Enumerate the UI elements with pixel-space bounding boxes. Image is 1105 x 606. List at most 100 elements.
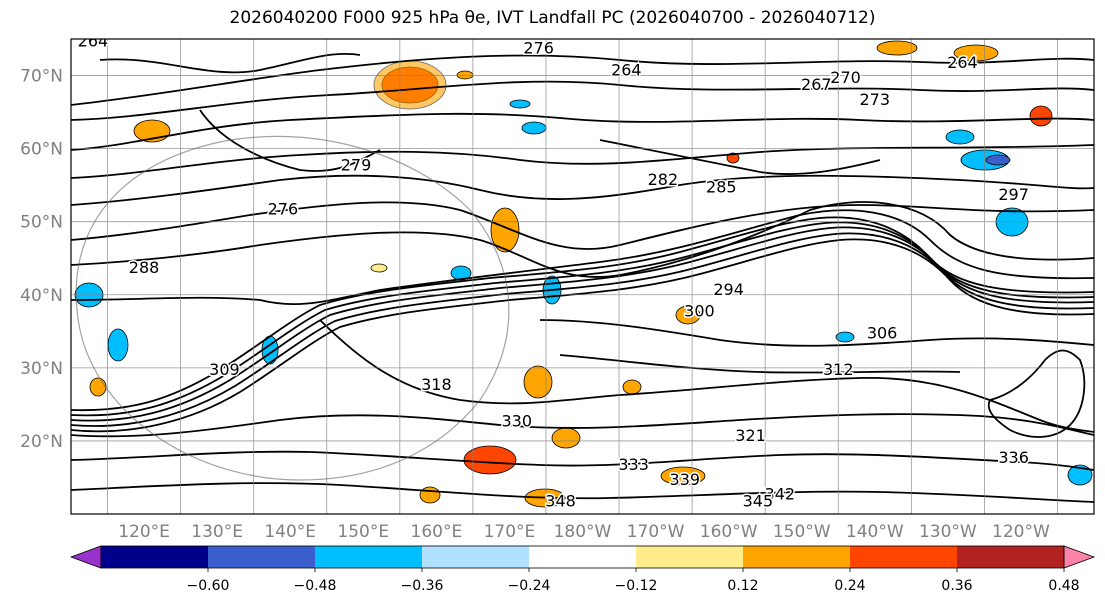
colorbar-bin	[850, 546, 957, 568]
contour-label: 336	[998, 448, 1029, 467]
contour-label: 264	[611, 61, 642, 80]
contour-label: 309	[209, 360, 240, 379]
colorbar-bin	[743, 546, 850, 568]
longitude-label: 150°E	[337, 522, 389, 542]
contour-label: 285	[706, 177, 737, 196]
contour-label: 333	[618, 455, 649, 474]
shade-blob-blue	[945, 129, 975, 145]
shade-blob-blue	[107, 328, 129, 362]
contour-line	[71, 413, 1094, 438]
contour-label: 294	[713, 280, 744, 299]
contour-label: 267	[801, 75, 832, 94]
longitude-label: 140°E	[264, 522, 316, 542]
colorbar-bin	[529, 546, 636, 568]
contour-label: 276	[268, 199, 299, 218]
contour-label: 318	[421, 375, 452, 394]
latitude-labels: 70°N 60°N 50°N 40°N 30°N 20°N	[20, 67, 63, 452]
contour-line	[71, 144, 1094, 179]
shade-blob-orange	[490, 207, 520, 253]
figure-title: 2026040200 F000 925 hPa θe, IVT Landfall…	[229, 8, 876, 28]
longitude-label: 130°W	[919, 522, 977, 542]
contour-label: 312	[823, 360, 854, 379]
colorbar-bin	[315, 546, 422, 568]
contour-label: 264	[947, 53, 978, 72]
colorbar-tick-label: 0.12	[727, 578, 758, 594]
contour-line	[71, 201, 1094, 278]
contour-line	[71, 54, 1094, 106]
contour-line	[71, 226, 1094, 422]
colorbar-bin	[101, 546, 208, 568]
longitude-label: 160°E	[411, 522, 463, 542]
shade-blob-orange	[419, 486, 441, 504]
contour-label: 300	[684, 302, 715, 321]
map-border	[70, 38, 1095, 515]
range-circle	[75, 135, 510, 481]
contour-line	[559, 354, 961, 374]
contour-line	[71, 450, 1094, 471]
latitude-label: 20°N	[20, 432, 63, 452]
longitude-label: 160°W	[700, 522, 758, 542]
latitude-label: 30°N	[20, 359, 63, 379]
contour-line	[71, 232, 1094, 427]
contour-label: 297	[998, 185, 1029, 204]
contour-label: 330	[501, 411, 532, 430]
contour-label: 342	[765, 484, 796, 503]
longitude-label: 150°W	[773, 522, 831, 542]
colorbar-extend-min	[69, 545, 102, 569]
longitude-label: 140°W	[846, 522, 904, 542]
latitude-label: 70°N	[20, 67, 63, 87]
shade-blob-orange	[523, 365, 553, 399]
shade-blob-yellow	[373, 60, 447, 110]
shade-blob-red	[463, 445, 517, 475]
colorbar-bin	[636, 546, 743, 568]
longitude-label: 180°W	[554, 522, 612, 542]
contour-label: 288	[129, 258, 160, 277]
contour-line	[99, 52, 361, 74]
colorbar-tick-label: −0.60	[187, 578, 230, 594]
colorbar-tick-label: −0.48	[294, 578, 337, 594]
contour-label: 264	[78, 31, 109, 50]
shade-blob-yellow	[456, 70, 474, 80]
shade-blob-orange	[89, 377, 107, 397]
contour-line	[71, 209, 1094, 305]
colorbar-outline	[100, 545, 1065, 569]
longitude-label: 170°E	[484, 522, 536, 542]
colorbar-tick-label: 0.48	[1048, 578, 1079, 594]
shade-blob-orange	[622, 379, 642, 395]
contour-line	[71, 112, 1094, 151]
shade-blob-blue	[509, 99, 531, 109]
shade-blob-red	[1029, 105, 1053, 127]
contour-line	[319, 319, 1094, 433]
colorbar-tick-label: −0.36	[401, 578, 444, 594]
colorbar-bin	[208, 546, 315, 568]
latitude-label: 50°N	[20, 213, 63, 233]
contour-label: 270	[830, 68, 861, 87]
latitude-label: 60°N	[20, 140, 63, 160]
colorbar-tick-label: −0.12	[615, 578, 658, 594]
contour-label: 306	[867, 324, 898, 343]
colorbar-tick-labels: −0.60 −0.48 −0.36 −0.24 −0.12 0.12 0.24 0.36 0.4…	[187, 568, 1080, 594]
graticule	[71, 39, 1094, 514]
longitude-label: 120°W	[992, 522, 1050, 542]
contour-label: 321	[735, 426, 766, 445]
colorbar-extend-max	[1063, 545, 1096, 569]
shade-blob-navy	[985, 154, 1011, 166]
contour-line	[71, 174, 1094, 206]
contour-label: 348	[545, 492, 576, 511]
colorbar-bin	[957, 546, 1064, 568]
shade-blob-orange	[953, 44, 999, 62]
longitude-label: 130°E	[191, 522, 243, 542]
contour-label: 345	[743, 492, 774, 511]
longitude-label: 120°E	[118, 522, 170, 542]
contour-line	[539, 319, 1094, 347]
shade-blob-orange	[675, 305, 701, 325]
longitude-label: 170°W	[627, 522, 685, 542]
contour-label: 339	[670, 470, 701, 489]
contour-label: 282	[648, 170, 679, 189]
contour-label: 273	[860, 90, 891, 109]
contour-label: 276	[523, 39, 554, 58]
colorbar-tick-label: 0.24	[834, 578, 865, 594]
shade-blob-orange	[660, 466, 706, 486]
